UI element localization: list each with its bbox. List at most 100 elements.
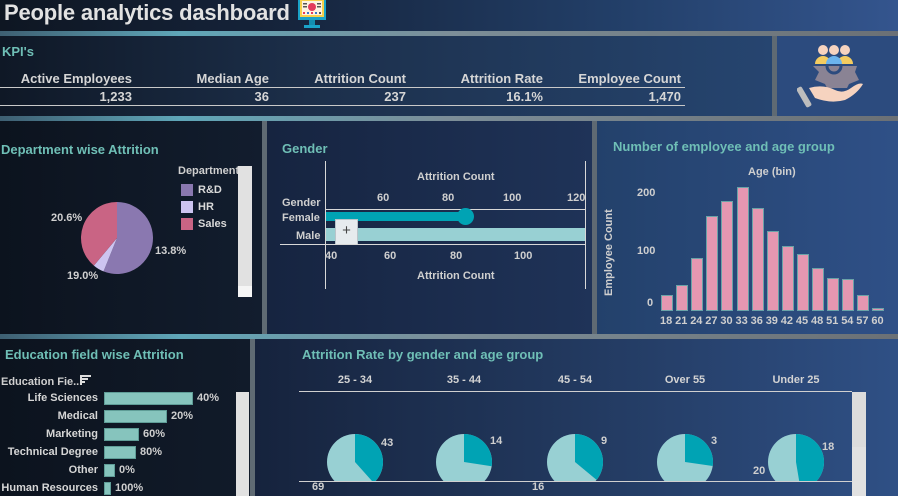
education-attrition-panel: Education field wise Attrition Education… <box>0 339 250 496</box>
education-row[interactable]: Technical Degree 80% <box>0 445 162 459</box>
pie-label-hr: 19.0% <box>67 270 99 282</box>
bar-male[interactable] <box>326 228 585 241</box>
kpi-table: Active Employees Median Age Attrition Co… <box>0 70 685 106</box>
y-tick: 0 <box>647 297 654 309</box>
gender-chart-title: Gender <box>282 141 328 156</box>
education-bar[interactable] <box>104 445 136 459</box>
histogram-bar[interactable] <box>812 268 824 311</box>
histogram-bar[interactable] <box>766 230 779 311</box>
divider <box>250 339 255 496</box>
education-bar[interactable] <box>104 427 139 441</box>
education-bar[interactable] <box>104 391 193 405</box>
pie-label-female: 3 <box>711 435 718 447</box>
department-pie-chart <box>80 202 153 274</box>
scrollbar-thumb[interactable] <box>238 286 252 297</box>
histogram-bar[interactable] <box>796 254 809 311</box>
x-tick: 57 <box>856 315 869 327</box>
education-row[interactable]: Marketing 60% <box>0 427 165 441</box>
grid-line <box>280 244 586 245</box>
pie-label-rnd: 13.8% <box>155 245 187 257</box>
scrollbar-thumb[interactable] <box>852 392 866 447</box>
pie-label-male: 69 <box>312 481 325 493</box>
department-attrition-panel: Department wise Attrition 20.6% 13.8% 19… <box>0 121 262 334</box>
pie-label-male: 16 <box>532 481 545 493</box>
histogram-bar[interactable] <box>751 208 764 311</box>
education-row[interactable]: Other 0% <box>0 463 135 477</box>
bar-female[interactable] <box>326 212 466 221</box>
divider <box>592 121 597 334</box>
x-tick: 24 <box>690 315 703 327</box>
education-scrollbar[interactable] <box>236 392 249 496</box>
pie-slice-hr[interactable] <box>93 238 117 272</box>
department-legend: Department R&D HR Sales <box>178 165 239 232</box>
education-pct: 40% <box>197 392 220 404</box>
header-line <box>299 391 852 392</box>
histogram-bar[interactable] <box>736 187 749 311</box>
education-bar[interactable] <box>104 481 111 495</box>
histogram-bar[interactable] <box>721 200 734 311</box>
pie-slice-rnd[interactable] <box>103 202 153 274</box>
education-bar[interactable] <box>104 409 167 423</box>
gender-pie[interactable] <box>436 434 492 481</box>
bottom-axis-title: Attrition Count <box>417 270 495 282</box>
x-tick: 45 <box>795 315 809 327</box>
bottom-tick: 100 <box>514 250 533 262</box>
attrition-gender-age-panel: Attrition Rate by gender and age group 2… <box>255 339 898 496</box>
pie-label-female: 43 <box>381 437 394 449</box>
pie-slice-sales[interactable] <box>80 202 117 266</box>
education-row[interactable]: Medical 20% <box>0 409 193 423</box>
legend-item-sales[interactable]: Sales <box>181 215 239 232</box>
sort-icon[interactable] <box>80 375 92 386</box>
education-row[interactable]: Life Sciences 40% <box>0 391 219 405</box>
pies-scrollbar[interactable] <box>852 392 866 496</box>
histogram-bar[interactable] <box>706 215 719 311</box>
kpi-header-employee-count: Employee Count <box>578 71 681 86</box>
x-axis-title: Age (bin) <box>748 166 796 178</box>
divider <box>0 334 898 339</box>
kpi-value-median-age: 36 <box>254 89 269 104</box>
expand-plus-button[interactable]: + <box>335 219 358 245</box>
x-tick: 21 <box>675 315 688 327</box>
gender-pie[interactable] <box>768 434 824 481</box>
gender-pie[interactable] <box>657 434 713 481</box>
age-group-header: Over 55 <box>664 374 706 386</box>
kpi-header-active-employees: Active Employees <box>20 71 132 86</box>
bar-female-marker[interactable] <box>457 208 474 225</box>
pie-label-sales: 20.6% <box>51 212 83 224</box>
education-pct: 0% <box>119 464 135 476</box>
education-bar[interactable] <box>104 463 115 477</box>
legend-item-rnd[interactable]: R&D <box>181 181 239 198</box>
top-axis-title: Attrition Count <box>417 171 495 183</box>
row-header: Gender <box>282 197 321 209</box>
histogram-bar[interactable] <box>781 246 794 311</box>
kpi-value-attrition-count: 237 <box>384 89 406 104</box>
histogram-bar[interactable] <box>661 294 673 311</box>
x-tick: 54 <box>841 315 854 327</box>
histogram-bar[interactable] <box>676 285 689 311</box>
histogram-bar[interactable] <box>872 308 885 311</box>
legend-swatch <box>181 200 193 213</box>
gender-pie[interactable] <box>547 434 603 481</box>
education-label: Medical <box>57 410 98 422</box>
top-tick: 100 <box>503 192 522 204</box>
legend-scrollbar[interactable] <box>238 166 252 297</box>
legend-label: Sales <box>198 217 227 230</box>
x-tick: 27 <box>705 315 718 327</box>
top-tick: 120 <box>567 192 586 204</box>
kpi-header-row: Active Employees Median Age Attrition Co… <box>0 70 685 88</box>
x-tick: 60 <box>871 315 884 327</box>
x-tick: 42 <box>780 315 794 327</box>
histogram-bar[interactable] <box>827 278 840 311</box>
kpi-header-median-age: Median Age <box>196 71 269 86</box>
histogram-bar[interactable] <box>857 294 870 311</box>
histogram-bar[interactable] <box>842 278 855 311</box>
people-care-hand-icon <box>797 45 863 108</box>
gender-panel: Gender Attrition Count 60 80 100 120 Gen… <box>267 121 592 334</box>
histogram-bar[interactable] <box>691 258 704 311</box>
gender-pie[interactable] <box>327 434 383 481</box>
education-row[interactable]: Human Resources 100% <box>0 481 143 495</box>
legend-item-hr[interactable]: HR <box>181 198 239 215</box>
x-tick: 30 <box>720 315 733 327</box>
pie-label-female: 18 <box>822 441 835 453</box>
pie-label-female: 9 <box>601 435 608 447</box>
